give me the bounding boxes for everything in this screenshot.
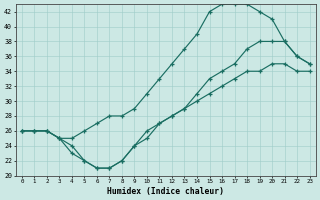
X-axis label: Humidex (Indice chaleur): Humidex (Indice chaleur): [107, 187, 224, 196]
